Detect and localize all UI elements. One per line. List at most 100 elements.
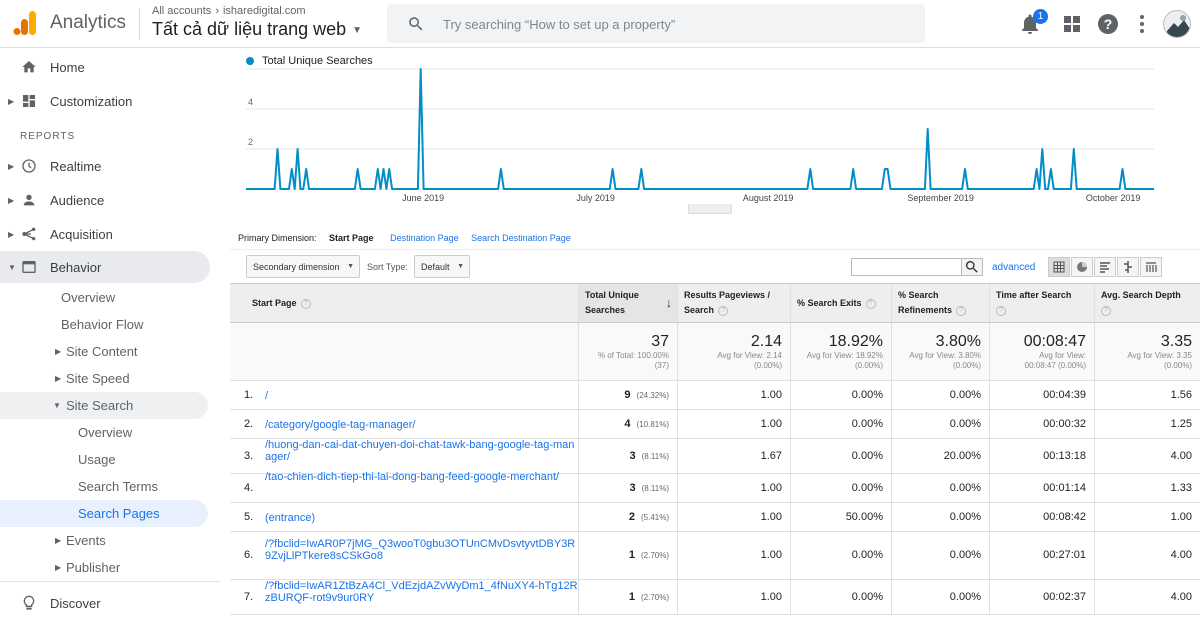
- view-pivot-button[interactable]: [1140, 257, 1162, 277]
- nav-site-search-pages[interactable]: Search Pages: [0, 500, 208, 527]
- dashboard-icon: [23, 95, 35, 107]
- account-breadcrumb[interactable]: All accounts › isharedigital.com: [152, 5, 306, 17]
- property-selector[interactable]: Tất cả dữ liệu trang web ▼: [152, 19, 362, 40]
- table-filter-input[interactable]: [851, 258, 963, 276]
- x-tick-label: June 2019: [402, 193, 444, 203]
- all-accounts-link[interactable]: All accounts: [152, 5, 212, 17]
- expand-arrow-icon: ▶: [55, 347, 62, 356]
- analytics-logo-icon[interactable]: [12, 10, 38, 36]
- view-table-button[interactable]: [1048, 257, 1070, 277]
- nav-events[interactable]: ▶ Events: [0, 527, 208, 554]
- nav-realtime[interactable]: ▶ Realtime: [0, 150, 210, 182]
- totals-label-cell: [230, 323, 578, 380]
- sidebar-divider: [0, 581, 220, 582]
- searches-percent: (10.81%): [636, 419, 669, 429]
- start-page-link[interactable]: (entrance): [265, 511, 316, 524]
- search-input[interactable]: [443, 13, 903, 35]
- help-tooltip-icon[interactable]: ?: [1101, 305, 1111, 316]
- help-tooltip-icon[interactable]: ?: [718, 305, 729, 316]
- cell-depth: 1.00: [1170, 510, 1192, 523]
- start-page-link[interactable]: /?fbclid=IwAR1ZtBzA4Cl_VdEzjdAZvWyDm1_4f…: [265, 579, 578, 604]
- table-row: 3. /huong-dan-cai-dat-chuyen-doi-chat-taw…: [230, 439, 1200, 474]
- account-name[interactable]: isharedigital.com: [222, 5, 306, 17]
- help-tooltip-icon[interactable]: ?: [996, 305, 1006, 316]
- help-icon[interactable]: ?: [1096, 12, 1120, 36]
- cell-depth: 4.00: [1170, 449, 1192, 462]
- sidebar: Home ▶ Customization REPORTS ▶ Realtime …: [0, 49, 220, 628]
- dimension-search-destination-page[interactable]: Search Destination Page: [471, 233, 571, 243]
- nav-acquisition[interactable]: ▶ Acquisition: [0, 218, 210, 250]
- dimension-start-page[interactable]: Start Page: [329, 233, 374, 243]
- column-header-search-refinements[interactable]: % Search Refinements?: [891, 284, 989, 322]
- secondary-dimension-dropdown[interactable]: Secondary dimension ▼: [246, 255, 360, 278]
- table-row: 1. / 9 (24.32%) 1.00 0.00% 0.00% 00:04:39 1.56: [230, 381, 1200, 410]
- table-cell: 1.33: [1094, 474, 1200, 502]
- view-performance-button[interactable]: [1094, 257, 1116, 277]
- column-header-search-exits[interactable]: % Search Exits?: [790, 284, 891, 322]
- column-header-start-page[interactable]: Start Page?: [230, 284, 578, 322]
- nav-behavior-flow[interactable]: Behavior Flow: [61, 317, 144, 332]
- view-pie-button[interactable]: [1071, 257, 1093, 277]
- nav-customization[interactable]: ▶ Customization: [0, 85, 210, 117]
- table-filter-button[interactable]: [961, 258, 983, 276]
- nav-events-label: Events: [66, 533, 106, 548]
- nav-site-content[interactable]: ▶ Site Content: [0, 338, 208, 365]
- dimension-destination-page[interactable]: Destination Page: [390, 233, 459, 243]
- more-vert-icon[interactable]: [1130, 12, 1154, 36]
- nav-site-search-overview[interactable]: Overview: [78, 425, 133, 440]
- nav-behavior-overview[interactable]: Overview: [61, 290, 116, 305]
- help-tooltip-icon[interactable]: ?: [300, 298, 311, 309]
- table-cell: 20.00%: [891, 439, 989, 473]
- header-divider: [139, 8, 140, 40]
- nav-home-label: Home: [50, 59, 85, 75]
- total-value: 2.14: [750, 333, 782, 350]
- table-cell: 00:13:18: [989, 439, 1094, 473]
- nav-home[interactable]: Home: [0, 51, 210, 83]
- table-row: 6. /?fbclid=IwAR0P7jMG_Q3wooT0gbu3OTUnCMv…: [230, 532, 1200, 580]
- totals-row: 37% of Total: 100.00% (37) 2.14 Avg for V…: [230, 323, 1200, 381]
- row-number: 7.: [244, 590, 254, 603]
- nav-behavior[interactable]: ▼ Behavior: [0, 251, 210, 283]
- table-controls: Secondary dimension ▼ Sort Type: Default…: [246, 255, 1200, 279]
- start-page-link[interactable]: /: [265, 389, 269, 402]
- series-line-total-unique-searches[interactable]: [246, 68, 1154, 190]
- help-tooltip-icon[interactable]: ?: [956, 305, 967, 316]
- apps-grid-icon[interactable]: [1060, 12, 1084, 36]
- cell-rps: 1.00: [760, 549, 782, 561]
- chart-collapse-handle[interactable]: [688, 204, 732, 214]
- nav-site-speed[interactable]: ▶ Site Speed: [0, 365, 208, 392]
- column-header-label: Results Pageviews / Search: [684, 290, 771, 315]
- start-page-link[interactable]: /tao-chien-dich-tiep-thi-lai-dong-bang-f…: [265, 470, 560, 483]
- search-bar[interactable]: [387, 4, 925, 43]
- row-number: 3.: [244, 449, 254, 462]
- start-page-link[interactable]: /category/google-tag-manager/: [265, 418, 416, 431]
- searches-percent: (8.11%): [641, 483, 669, 493]
- column-header-results-pageviews-per-search[interactable]: Results Pageviews / Search?: [677, 284, 790, 322]
- cell-exits: 0.00%: [851, 481, 883, 494]
- table-cell: 4.00: [1094, 532, 1200, 579]
- view-comparison-button[interactable]: [1117, 257, 1139, 277]
- comparison-view-icon: [1124, 261, 1132, 273]
- table-header: Start Page? Total Unique Searches ↓ Resu…: [230, 283, 1200, 323]
- lightbulb-icon: [23, 595, 35, 610]
- sort-type-dropdown[interactable]: Default ▼: [414, 255, 470, 278]
- avatar[interactable]: [1163, 10, 1191, 38]
- help-tooltip-icon[interactable]: ?: [865, 298, 876, 309]
- nav-site-search-usage[interactable]: Usage: [78, 452, 116, 467]
- start-page-link[interactable]: /?fbclid=IwAR0P7jMG_Q3wooT0gbu3OTUnCMvDs…: [265, 538, 576, 562]
- advanced-filter-link[interactable]: advanced: [992, 262, 1036, 273]
- nav-site-search[interactable]: ▼ Site Search: [0, 392, 208, 419]
- cell-total-unique-searches: 4 (10.81%): [624, 418, 669, 430]
- nav-discover[interactable]: Discover: [0, 587, 210, 619]
- nav-publisher[interactable]: ▶ Publisher: [0, 554, 208, 581]
- clock-icon: [22, 159, 36, 173]
- table-cell: 0.00%: [891, 503, 989, 531]
- column-header-avg-search-depth[interactable]: Avg. Search Depth?: [1094, 284, 1200, 322]
- nav-behavior-label: Behavior: [50, 259, 102, 275]
- column-header-time-after-search[interactable]: Time after Search?: [989, 284, 1094, 322]
- start-page-link[interactable]: /huong-dan-cai-dat-chuyen-doi-chat-tawk-…: [265, 438, 575, 463]
- nav-site-search-terms[interactable]: Search Terms: [78, 479, 158, 494]
- column-header-total-unique-searches[interactable]: Total Unique Searches ↓: [578, 284, 677, 322]
- nav-audience[interactable]: ▶ Audience: [0, 184, 210, 216]
- home-icon: [22, 61, 36, 73]
